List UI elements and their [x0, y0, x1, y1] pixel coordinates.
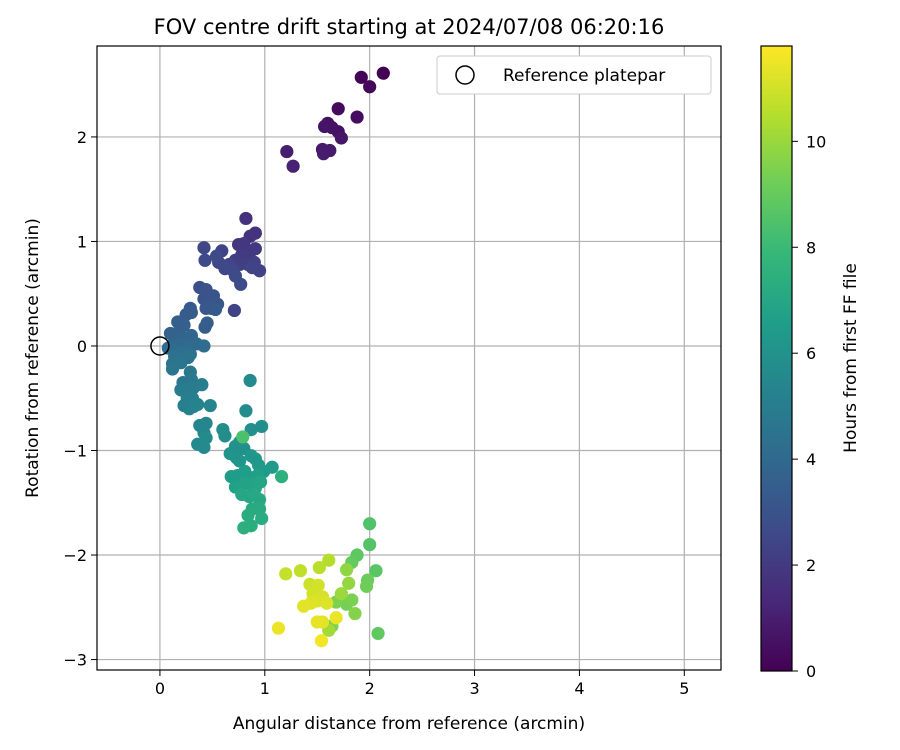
scatter-point	[363, 80, 377, 94]
colorbar: 0 2 4 6 8 10 Hours from first FF file	[760, 45, 861, 681]
x-tick-label: 4	[574, 679, 584, 698]
scatter-point	[345, 593, 359, 607]
scatter-point	[252, 493, 267, 507]
scatter-point	[218, 429, 232, 443]
plot-frame	[96, 45, 722, 671]
scatter-point	[227, 303, 241, 318]
colorbar-label: Hours from first FF file	[841, 263, 861, 453]
colorbar-gradient	[761, 46, 792, 671]
colorbar-ticks: 0 2 4 6 8 10	[792, 132, 826, 681]
scatter-point	[254, 475, 268, 489]
scatter-point	[255, 419, 269, 434]
scatter-point	[316, 147, 331, 161]
scatter-point	[359, 579, 374, 593]
scatter-point	[322, 553, 336, 567]
scatter-point	[274, 470, 289, 484]
scatter-point	[265, 460, 279, 474]
y-tick-label: −1	[63, 442, 87, 461]
x-tick-label: 1	[260, 679, 270, 698]
scatter-point	[208, 302, 223, 316]
scatter-point	[297, 599, 311, 613]
legend-box	[436, 55, 712, 95]
scatter-point	[203, 398, 217, 413]
x-tick-label: 3	[469, 679, 479, 698]
scatter-point	[184, 305, 198, 320]
chart-title: FOV centre drift starting at 2024/07/08 …	[154, 15, 665, 39]
scatter-point	[234, 277, 248, 291]
scatter-point	[197, 241, 211, 255]
legend: Reference platepar	[436, 55, 712, 95]
scatter-point	[198, 320, 212, 334]
x-tick-label: 5	[679, 679, 689, 698]
y-tick-label: 1	[77, 232, 87, 251]
scatter-point	[165, 362, 180, 376]
scatter-point	[350, 110, 364, 124]
scatter-point	[241, 508, 255, 522]
scatter-point	[197, 339, 211, 353]
scatter-point	[237, 521, 251, 535]
scatter-point	[314, 634, 329, 648]
scatter-point	[245, 260, 259, 275]
scatter-point	[209, 249, 224, 263]
scatter-point	[236, 430, 250, 444]
colorbar-tick-label: 8	[806, 238, 816, 257]
scatter-point	[354, 70, 368, 84]
y-tick-label: 0	[77, 337, 87, 356]
colorbar-tick-label: 0	[806, 662, 816, 681]
legend-label-reference: Reference platepar	[503, 66, 665, 86]
axis-ticks: 0 1 2 3 4 5 −3 −2 −1 0 1 2	[63, 128, 689, 698]
scatter-point	[331, 102, 345, 116]
x-tick-label: 0	[155, 679, 165, 698]
scatter-point	[239, 211, 253, 226]
scatter-point	[312, 560, 326, 575]
scatter-point	[255, 511, 269, 526]
scatter-point	[340, 563, 354, 577]
scatter-point	[271, 621, 286, 635]
y-axis-label: Rotation from reference (arcmin)	[23, 218, 43, 498]
scatter-point	[279, 567, 293, 581]
scatter-point	[369, 564, 383, 578]
scatter-point	[199, 431, 213, 445]
scatter-point	[329, 611, 343, 625]
scatter-point	[348, 606, 362, 621]
scatter-point	[233, 454, 247, 468]
scatter-point	[317, 119, 332, 134]
scatter-point	[280, 144, 294, 159]
scatter-point	[198, 253, 212, 267]
grid-lines	[97, 46, 721, 670]
scatter-point	[363, 517, 377, 531]
colorbar-tick-label: 6	[806, 344, 816, 363]
scatter-point	[248, 226, 262, 240]
scatter-point	[293, 564, 308, 578]
x-tick-label: 2	[365, 679, 375, 698]
scatter-point	[239, 404, 253, 418]
scatter-point	[371, 626, 385, 641]
x-axis-label: Angular distance from reference (arcmin)	[233, 714, 585, 734]
scatter-point	[191, 397, 205, 412]
legend-marker-reference	[455, 65, 475, 85]
y-tick-label: −3	[63, 651, 87, 670]
colorbar-tick-label: 4	[806, 450, 816, 469]
scatter-point	[320, 596, 334, 610]
y-tick-label: 2	[77, 128, 87, 147]
scatter-point	[342, 576, 356, 590]
scatter-point	[248, 242, 262, 256]
colorbar-tick-label: 10	[806, 132, 826, 151]
scatter-point	[334, 587, 348, 601]
scatter-point	[310, 615, 324, 629]
reference-platepar-marker	[150, 336, 170, 356]
scatter-point	[363, 537, 377, 552]
scatter-point	[243, 373, 257, 388]
scatter-point	[195, 378, 209, 392]
scatter-point	[376, 66, 390, 80]
colorbar-frame	[760, 45, 793, 672]
scatter-point	[334, 131, 348, 145]
colorbar-tick-label: 2	[806, 556, 816, 575]
scatter-point	[286, 159, 300, 173]
scatter-points	[161, 66, 390, 648]
y-tick-label: −2	[63, 546, 87, 565]
